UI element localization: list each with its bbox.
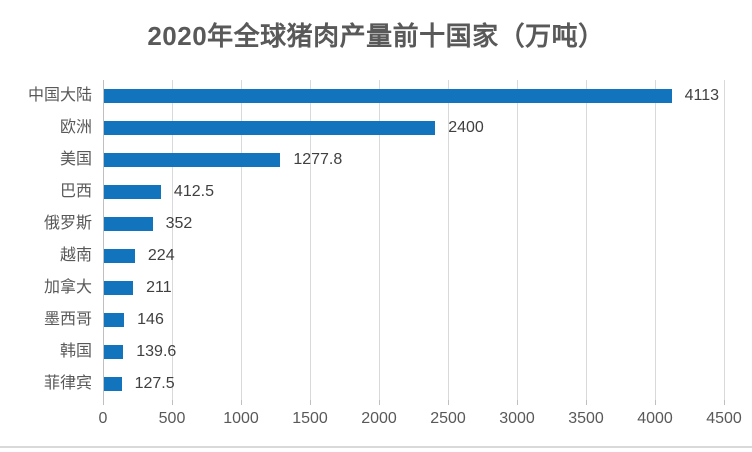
category-label: 中国大陆 <box>27 87 92 104</box>
value-label: 211 <box>146 279 172 296</box>
gridline <box>379 80 380 400</box>
category-label: 俄罗斯 <box>43 215 92 232</box>
value-label: 352 <box>165 215 193 232</box>
bar <box>104 313 125 327</box>
x-tick-label: 4000 <box>637 410 673 427</box>
x-axis-tick <box>310 400 311 405</box>
x-axis-tick <box>586 400 587 405</box>
bar <box>104 249 135 263</box>
bar <box>104 217 153 231</box>
x-tick-label: 500 <box>158 410 186 427</box>
gridline <box>586 80 587 400</box>
bar <box>104 185 161 199</box>
category-label: 加拿大 <box>43 279 92 296</box>
bar <box>104 377 122 391</box>
bar <box>104 345 124 359</box>
bar <box>104 89 672 103</box>
category-label: 越南 <box>59 247 92 264</box>
x-tick-label: 1000 <box>223 410 259 427</box>
x-axis-tick <box>241 400 242 405</box>
y-axis-line <box>103 80 104 400</box>
x-tick-label: 3500 <box>568 410 604 427</box>
x-tick-label: 4500 <box>706 410 742 427</box>
bar <box>104 281 134 295</box>
value-label: 127.5 <box>134 375 175 392</box>
bar <box>104 153 281 167</box>
gridline <box>655 80 656 400</box>
value-label: 4113 <box>684 87 719 104</box>
x-tick-label: 1500 <box>292 410 328 427</box>
category-label: 菲律宾 <box>43 375 92 392</box>
gridline <box>517 80 518 400</box>
x-axis-tick <box>517 400 518 405</box>
value-label: 2400 <box>448 119 484 136</box>
value-label: 146 <box>137 311 164 328</box>
x-axis-tick <box>103 400 104 405</box>
chart-bottom-border <box>0 446 752 448</box>
value-label: 412.5 <box>173 183 214 200</box>
category-label: 韩国 <box>59 343 92 360</box>
gridline <box>310 80 311 400</box>
gridline <box>241 80 242 400</box>
gridline <box>172 80 173 400</box>
x-axis-tick <box>172 400 173 405</box>
chart-title: 2020年全球猪肉产量前十国家（万吨） <box>147 21 605 51</box>
x-tick-label: 2500 <box>430 410 466 427</box>
x-axis-tick <box>448 400 449 405</box>
category-label: 欧洲 <box>59 119 92 136</box>
bar <box>104 121 436 135</box>
x-axis-tick <box>379 400 380 405</box>
x-tick-label: 2000 <box>361 410 397 427</box>
category-label: 巴西 <box>59 183 92 200</box>
x-tick-label: 3000 <box>499 410 535 427</box>
gridline <box>448 80 449 400</box>
category-label: 美国 <box>59 151 92 168</box>
x-axis-tick <box>655 400 656 405</box>
value-label: 1277.8 <box>293 151 343 168</box>
value-label: 224 <box>147 247 175 264</box>
category-label: 墨西哥 <box>43 311 92 328</box>
gridline <box>724 80 725 400</box>
value-label: 139.6 <box>136 343 177 360</box>
x-axis-tick <box>724 400 725 405</box>
x-tick-label: 0 <box>98 410 108 427</box>
